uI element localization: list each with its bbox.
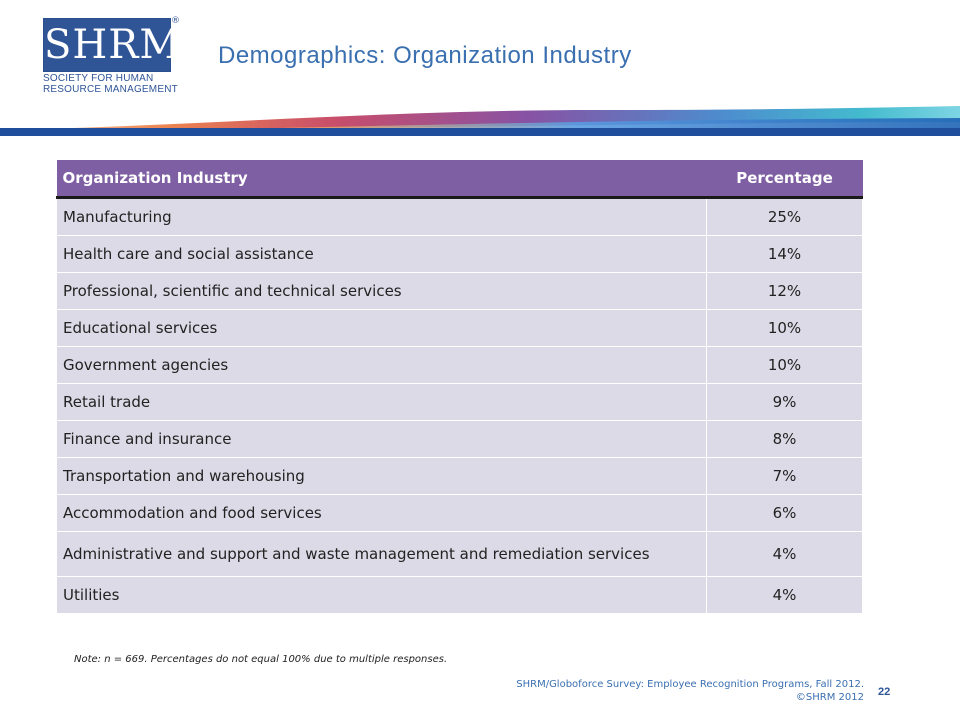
- percentage-cell: 25%: [706, 197, 863, 236]
- table-row: Retail trade 9%: [56, 383, 863, 421]
- percentage-cell: 12%: [706, 272, 863, 310]
- table-row: Educational services 10%: [56, 309, 863, 347]
- percentage-cell: 7%: [706, 457, 863, 495]
- table-row: Transportation and warehousing 7%: [56, 457, 863, 495]
- logo-subtitle: SOCIETY FOR HUMAN RESOURCE MANAGEMENT: [43, 73, 183, 95]
- source-citation: SHRM/Globoforce Survey: Employee Recogni…: [516, 678, 864, 704]
- logo-mark: SHRM: [44, 22, 182, 68]
- source-line-2: ©SHRM 2012: [795, 692, 864, 703]
- table-row: Health care and social assistance 14%: [56, 235, 863, 273]
- industry-cell: Accommodation and food services: [56, 494, 707, 532]
- percentage-cell: 4%: [706, 531, 863, 577]
- logo-box: SHRM: [43, 18, 182, 72]
- table-row: Government agencies 10%: [56, 346, 863, 384]
- percentage-cell: 8%: [706, 420, 863, 458]
- source-line-1: SHRM/Globoforce Survey: Employee Recogni…: [516, 679, 864, 690]
- table-row: Professional, scientific and technical s…: [56, 272, 863, 310]
- percentage-cell: 4%: [706, 576, 863, 614]
- industry-cell: Health care and social assistance: [56, 235, 707, 273]
- table-row: Finance and insurance 8%: [56, 420, 863, 458]
- column-header-industry: Organization Industry: [56, 160, 707, 199]
- percentage-cell: 10%: [706, 346, 863, 384]
- industry-cell: Retail trade: [56, 383, 707, 421]
- industry-cell: Administrative and support and waste man…: [56, 531, 707, 577]
- industry-cell: Transportation and warehousing: [56, 457, 707, 495]
- footnote: Note: n = 669. Percentages do not equal …: [74, 654, 448, 665]
- table-row: Utilities 4%: [56, 576, 863, 614]
- page-number: 22: [878, 686, 891, 698]
- ribbon-band-main: [0, 106, 960, 134]
- decorative-ribbon: [0, 106, 960, 136]
- column-header-percentage: Percentage: [706, 160, 863, 199]
- industry-cell: Government agencies: [56, 346, 707, 384]
- ribbon-base-bar: [0, 128, 960, 136]
- table-row: Manufacturing 25%: [56, 197, 863, 236]
- table-row: Administrative and support and waste man…: [56, 531, 863, 577]
- percentage-cell: 14%: [706, 235, 863, 273]
- industry-cell: Educational services: [56, 309, 707, 347]
- table-header-row: Organization Industry Percentage: [56, 160, 863, 199]
- industry-cell: Utilities: [56, 576, 707, 614]
- industry-cell: Manufacturing: [56, 197, 707, 236]
- industry-cell: Finance and insurance: [56, 420, 707, 458]
- industry-table: Organization Industry Percentage Manufac…: [56, 160, 863, 614]
- table-row: Accommodation and food services 6%: [56, 494, 863, 532]
- logo-subtitle-line2: RESOURCE MANAGEMENT: [43, 84, 178, 95]
- logo-subtitle-line1: SOCIETY FOR HUMAN: [43, 73, 154, 84]
- percentage-cell: 10%: [706, 309, 863, 347]
- shrm-logo: SHRM ® SOCIETY FOR HUMAN RESOURCE MANAGE…: [43, 16, 182, 96]
- percentage-cell: 6%: [706, 494, 863, 532]
- percentage-cell: 9%: [706, 383, 863, 421]
- logo-registered-mark: ®: [171, 16, 180, 26]
- slide-title: Demographics: Organization Industry: [218, 42, 632, 69]
- industry-cell: Professional, scientific and technical s…: [56, 272, 707, 310]
